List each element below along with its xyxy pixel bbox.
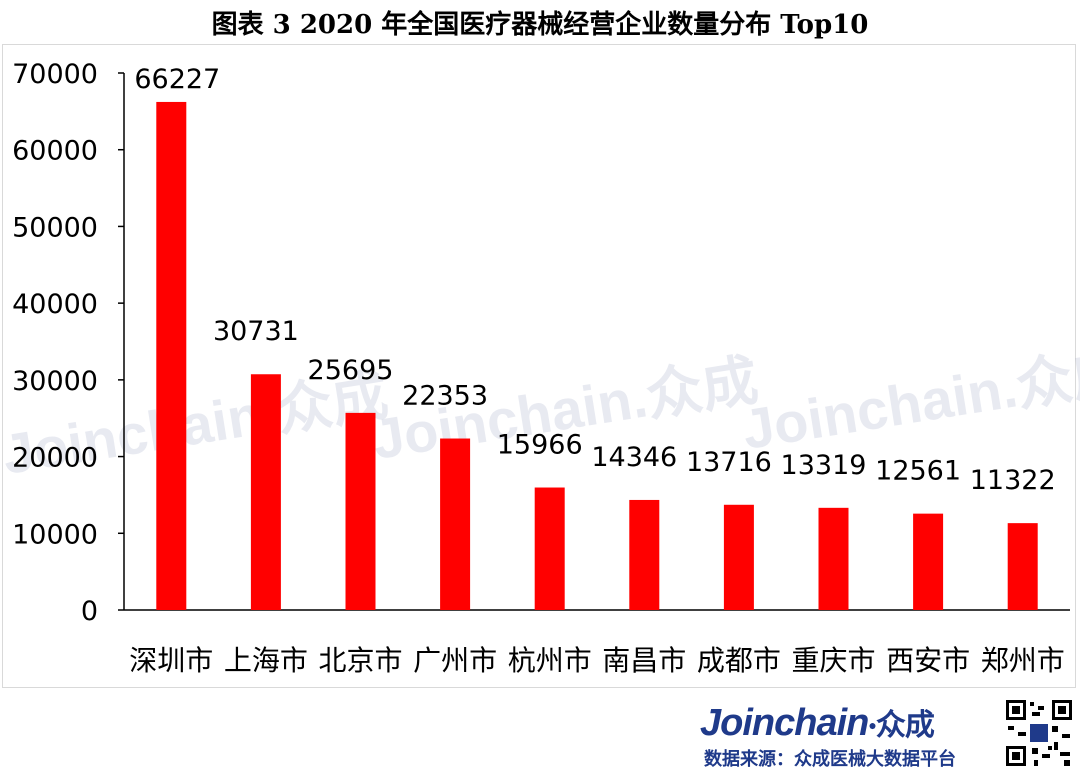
data-source: 数据来源：众成医械大数据平台	[704, 749, 956, 770]
bar	[156, 101, 187, 610]
bar	[913, 513, 944, 610]
x-tick-label: 郑州市	[981, 644, 1065, 677]
data-label: 11322	[970, 465, 1056, 496]
x-tick-label: 上海市	[224, 644, 308, 677]
x-tick-label: 西安市	[886, 644, 970, 677]
bar	[250, 374, 281, 610]
bar	[723, 504, 754, 610]
y-tick-label: 40000	[12, 289, 98, 320]
chart-title: 图表 3 2020 年全国医疗器械经营企业数量分布 Top10	[211, 10, 869, 40]
x-tick-label: 杭州市	[508, 644, 592, 677]
bar	[818, 507, 849, 610]
x-tick-label: 深圳市	[129, 644, 213, 677]
x-tick-label: 成都市	[697, 644, 781, 677]
data-label: 13716	[686, 447, 772, 478]
y-tick-label: 70000	[12, 59, 98, 90]
bar-chart: 0 10000 20000 30000 40000 50000 60000 70000 6622…	[12, 59, 1070, 677]
bar	[629, 499, 660, 610]
y-tick-label: 20000	[12, 443, 98, 474]
brand-logo: Joinchain●众成	[700, 702, 935, 744]
y-tick-label: 10000	[12, 519, 98, 550]
x-tick-label: 广州市	[413, 644, 497, 677]
data-label: 30731	[213, 316, 299, 347]
x-tick-label: 南昌市	[602, 644, 686, 677]
y-tick-label: 0	[81, 596, 98, 627]
data-label: 15966	[497, 430, 583, 461]
data-label: 66227	[134, 64, 220, 95]
chart-frame	[2, 44, 1076, 688]
bar	[345, 412, 376, 610]
bar	[1007, 523, 1038, 610]
data-label: 14346	[591, 442, 677, 473]
x-tick-label: 重庆市	[791, 644, 875, 677]
y-tick-label: 50000	[12, 212, 98, 243]
brand-logo-cn: 众成	[875, 709, 935, 742]
data-label: 25695	[308, 355, 394, 386]
bar	[534, 487, 565, 610]
bar	[440, 438, 471, 610]
data-label: 13319	[781, 450, 867, 481]
data-label: 12561	[875, 456, 961, 487]
x-tick-label: 北京市	[318, 644, 402, 677]
y-tick-label: 60000	[12, 136, 98, 167]
data-label: 22353	[402, 381, 488, 412]
qr-code-icon	[1004, 698, 1074, 768]
brand-logo-text: Joinchain	[700, 702, 869, 744]
y-tick-label: 30000	[12, 366, 98, 397]
